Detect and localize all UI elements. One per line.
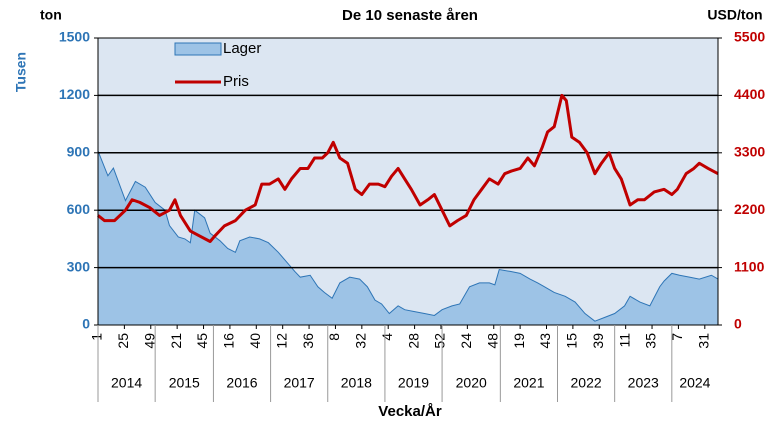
y-tick-label: 1500 <box>59 29 90 45</box>
y-tick-label: 0 <box>82 316 90 332</box>
x-tick-label: 35 <box>643 333 659 349</box>
x-tick-label: 12 <box>273 333 289 349</box>
x-tick-label: 49 <box>141 333 157 349</box>
y2-tick-label: 1100 <box>734 258 765 274</box>
year-label: 2014 <box>111 375 142 391</box>
y-unit: ton <box>40 7 62 23</box>
year-label: 2015 <box>169 375 200 391</box>
x-tick-label: 28 <box>405 333 421 349</box>
y2-tick-label: 3300 <box>734 144 765 160</box>
y2-tick-label: 0 <box>734 316 742 332</box>
x-tick-label: 31 <box>696 333 712 349</box>
year-label: 2022 <box>571 375 602 391</box>
x-tick-label: 45 <box>194 333 210 349</box>
legend-label: Pris <box>223 73 249 90</box>
x-tick-label: 48 <box>484 333 500 349</box>
year-label: 2019 <box>398 375 429 391</box>
x-tick-label: 8 <box>326 333 342 341</box>
x-tick-label: 25 <box>115 333 131 349</box>
y2-unit: USD/ton <box>707 7 762 23</box>
x-axis-title: Vecka/År <box>378 403 442 420</box>
x-tick-label: 21 <box>168 333 184 349</box>
x-tick-label: 16 <box>221 333 237 349</box>
x-tick-label: 11 <box>616 333 632 348</box>
y-axis-title: Tusen <box>13 52 29 92</box>
year-label: 2020 <box>456 375 487 391</box>
year-label: 2017 <box>284 375 315 391</box>
y2-tick-label: 2200 <box>734 201 765 217</box>
year-label: 2018 <box>341 375 372 391</box>
y-tick-label: 600 <box>67 201 91 217</box>
year-label: 2024 <box>679 375 710 391</box>
x-tick-label: 4 <box>379 333 395 341</box>
year-label: 2016 <box>226 375 257 391</box>
x-tick-label: 24 <box>458 333 474 349</box>
x-tick-label: 7 <box>669 333 685 341</box>
legend-label: Lager <box>223 40 261 57</box>
x-tick-label: 39 <box>590 333 606 349</box>
x-tick-label: 1 <box>89 333 105 341</box>
y-tick-label: 300 <box>67 258 91 274</box>
x-tick-label: 19 <box>511 333 527 349</box>
legend-swatch <box>174 42 222 56</box>
chart-title: De 10 senaste åren <box>342 7 478 24</box>
y-tick-label: 1200 <box>59 86 90 102</box>
year-label: 2023 <box>628 375 659 391</box>
x-tick-label: 43 <box>537 333 553 349</box>
line <box>97 93 719 244</box>
x-tick-label: 32 <box>353 333 369 349</box>
y-tick-label: 900 <box>67 144 91 160</box>
x-tick-label: 52 <box>432 333 448 349</box>
x-tick-label: 15 <box>564 333 580 349</box>
y2-tick-label: 4400 <box>734 86 765 102</box>
area <box>97 150 719 326</box>
year-label: 2021 <box>513 375 544 391</box>
x-tick-label: 40 <box>247 333 263 349</box>
x-tick-label: 36 <box>300 333 316 349</box>
y2-tick-label: 5500 <box>734 29 765 45</box>
